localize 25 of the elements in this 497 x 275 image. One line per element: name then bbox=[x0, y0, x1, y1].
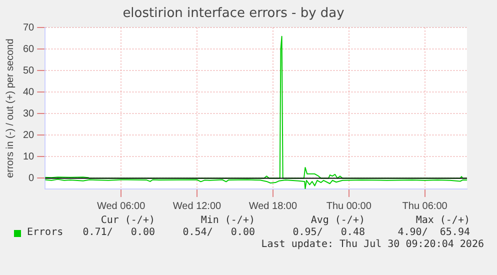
y-tick-label: 30 bbox=[23, 108, 35, 120]
text: Cur (-/+) bbox=[100, 215, 155, 226]
text: Max (-/+) bbox=[416, 215, 470, 226]
y-axis-title: errors in (-) / out (+) per second bbox=[4, 38, 16, 178]
text: 0.71/ 0.00 bbox=[82, 227, 155, 238]
x-tick-label: Thu 00:00 bbox=[326, 200, 372, 212]
y-tick-label: 40 bbox=[23, 86, 35, 98]
x-tick-label: Wed 18:00 bbox=[248, 200, 298, 212]
y-tick-label: 50 bbox=[23, 65, 35, 76]
text: 0.54/ 0.00 bbox=[182, 227, 255, 238]
y-tick-label: 20 bbox=[23, 130, 35, 141]
y-tick-label: 0 bbox=[28, 172, 35, 184]
y-tick-label: 10 bbox=[23, 151, 35, 162]
y-tick-label: 60 bbox=[23, 44, 35, 55]
text: Min (-/+) bbox=[200, 215, 255, 226]
text: 4.90/ 65.94 bbox=[398, 227, 470, 238]
text: Avg (-/+) bbox=[310, 215, 365, 226]
legend-label: Errors bbox=[27, 227, 64, 238]
x-tick-label: Wed 12:00 bbox=[172, 200, 222, 212]
text: 0.95/ 0.48 bbox=[292, 227, 365, 238]
x-tick-label: Thu 06:00 bbox=[402, 200, 448, 212]
x-tick-label: Wed 06:00 bbox=[96, 200, 146, 212]
chart-title: elostirion interface errors - by day bbox=[122, 6, 345, 22]
y-tick-label: 70 bbox=[23, 22, 35, 34]
text: Last update: Thu Jul 30 09:20:04 2026 bbox=[261, 239, 484, 250]
